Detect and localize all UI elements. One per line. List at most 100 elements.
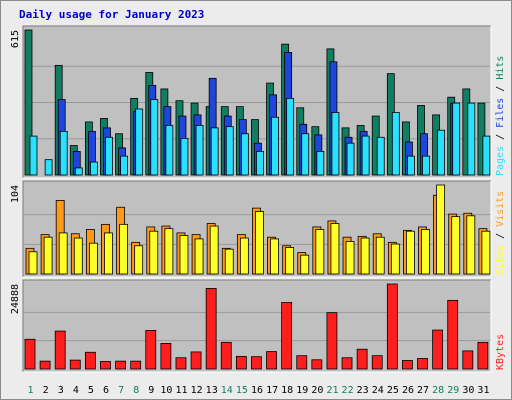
x-tick-label: 17: [266, 385, 278, 396]
bar-kbytes: [266, 351, 277, 370]
x-tick-label: 6: [103, 385, 109, 396]
bar-pages: [482, 135, 491, 176]
bar-pages: [105, 136, 113, 176]
bar-kbytes: [190, 351, 202, 370]
bar-sites: [360, 237, 370, 275]
bar-sites: [270, 238, 279, 275]
bar-sites: [88, 242, 98, 275]
bar-pages: [452, 102, 461, 176]
bar-sites: [390, 243, 400, 275]
bar-kbytes: [326, 312, 338, 370]
x-tick-label: 4: [73, 385, 79, 396]
bar-kbytes: [386, 283, 398, 370]
x-tick-label: 14: [221, 385, 233, 396]
bar-sites: [255, 211, 264, 275]
bar-kbytes: [356, 348, 368, 370]
bar-sites: [73, 237, 83, 275]
x-tick-label: 8: [133, 385, 139, 396]
legend-separator: /: [495, 80, 506, 98]
bar-sites: [466, 215, 476, 275]
bar-sites: [481, 230, 491, 275]
legend-kbytes: KBytes: [495, 334, 506, 370]
bar-kbytes: [447, 299, 459, 370]
bar-kbytes: [115, 360, 126, 370]
bar-kbytes: [54, 330, 66, 370]
plot-bevel-dark: [22, 25, 491, 178]
bar-sites: [104, 232, 113, 275]
bar-kbytes: [462, 350, 474, 370]
x-tick-label: 21: [326, 385, 338, 396]
plot-bevel-light: [23, 26, 492, 179]
bar-sites: [119, 223, 128, 275]
bar-pages: [422, 155, 430, 176]
legend-pages: Pages: [495, 146, 506, 176]
bar-pages: [331, 112, 340, 176]
bar-kbytes: [477, 341, 489, 370]
x-tick-label: 2: [43, 385, 49, 396]
bar-kbytes: [100, 361, 111, 370]
x-tick-label: 22: [342, 385, 354, 396]
legend-files: Files: [495, 98, 506, 128]
bar-pages: [210, 127, 219, 176]
bar-kbytes: [371, 355, 383, 370]
bar-pages: [316, 151, 325, 176]
chart-title: Daily usage for January 2023: [19, 8, 204, 21]
bar-pages: [376, 136, 385, 176]
bar-pages: [120, 155, 128, 176]
x-tick-label: 5: [88, 385, 94, 396]
bar-pages: [467, 102, 476, 176]
side-legend: Sites / Visits: [495, 191, 506, 275]
x-tick-label: 13: [206, 385, 218, 396]
x-tick-label: 16: [251, 385, 263, 396]
bar-sites: [436, 184, 446, 275]
bar-pages: [407, 155, 415, 176]
bar-kbytes: [84, 351, 96, 370]
plot-bevel-dark: [22, 180, 491, 277]
bar-pages: [180, 138, 189, 176]
x-tick-label: 31: [477, 385, 489, 396]
bar-pages: [195, 125, 204, 176]
x-tick-label: 27: [417, 385, 429, 396]
x-tick-label: 20: [311, 385, 323, 396]
bar-pages: [29, 135, 38, 176]
bar-pages: [165, 125, 174, 176]
bar-pages: [225, 126, 234, 176]
side-legend: KBytes: [495, 334, 506, 370]
bar-hits: [24, 29, 33, 176]
bar-kbytes: [145, 330, 157, 370]
x-tick-label: 12: [191, 385, 203, 396]
x-tick-label: 11: [175, 385, 187, 396]
bar-sites: [330, 223, 340, 275]
plot-bevel-light: [23, 181, 492, 278]
bar-kbytes: [281, 302, 293, 370]
bar-pages: [135, 108, 144, 176]
y-max-label: 24888: [10, 284, 21, 314]
bar-kbytes: [341, 357, 353, 370]
bar-kbytes: [402, 360, 413, 370]
x-tick-label: 19: [296, 385, 308, 396]
x-tick-label: 10: [160, 385, 172, 396]
x-tick-label: 1: [28, 385, 34, 396]
bar-pages: [271, 116, 279, 176]
bar-sites: [421, 229, 430, 275]
bar-pages: [256, 151, 264, 176]
x-tick-label: 26: [402, 385, 414, 396]
bar-sites: [224, 248, 234, 275]
legend-separator: /: [495, 227, 506, 245]
x-tick-label: 18: [281, 385, 293, 396]
bar-sites: [194, 238, 204, 275]
bar-sites: [406, 230, 415, 275]
bar-sites: [451, 216, 461, 275]
x-tick-label: 7: [118, 385, 124, 396]
bar-kbytes: [311, 359, 323, 370]
bar-kbytes: [160, 342, 172, 370]
bar-sites: [164, 228, 174, 275]
x-tick-label: 24: [372, 385, 384, 396]
bar-pages: [240, 133, 249, 176]
bar-kbytes: [296, 355, 308, 370]
panel-pages-files-hits: 615 Pages / Files / Hits: [10, 25, 506, 179]
bar-kbytes: [39, 360, 51, 370]
bar-sites: [43, 236, 53, 275]
bar-sites: [285, 247, 295, 275]
